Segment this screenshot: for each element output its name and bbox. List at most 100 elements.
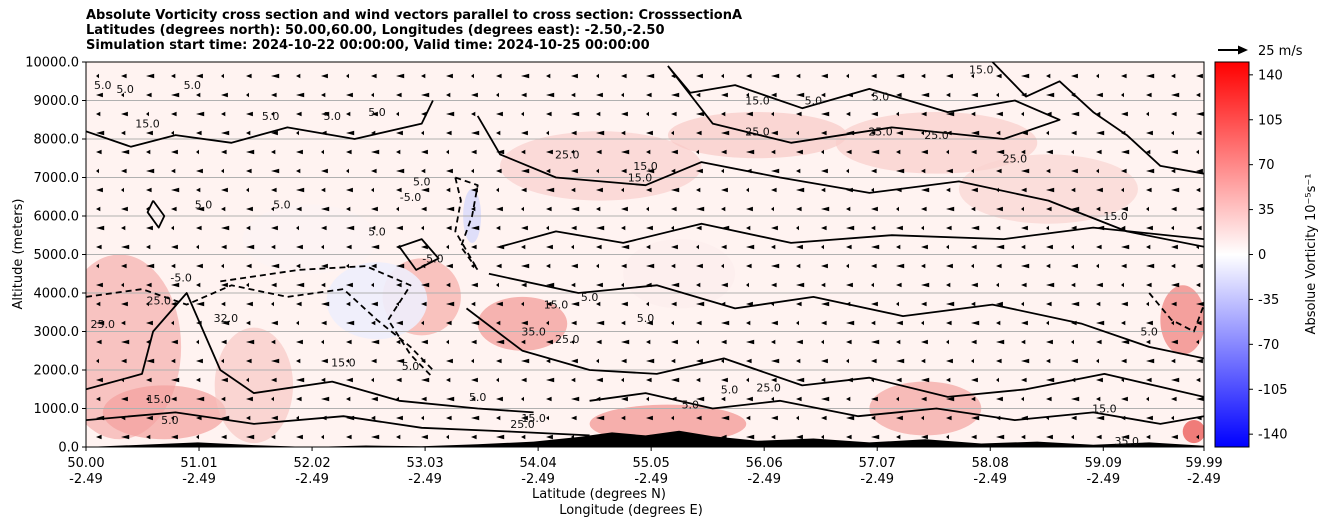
contour-label: -5.0 <box>422 252 443 265</box>
wind-arrow <box>671 111 677 117</box>
wind-arrow <box>621 130 626 136</box>
wind-arrow <box>771 92 777 98</box>
contour-label: 35.0 <box>521 326 546 339</box>
wind-arrow <box>1071 339 1074 345</box>
wind-arrow <box>1146 206 1149 212</box>
wind-arrow <box>621 339 630 345</box>
contour-label: 25.0 <box>1003 152 1028 165</box>
wind-arrow <box>396 434 401 440</box>
wind-arrow <box>696 320 702 326</box>
wind-arrow <box>521 377 527 383</box>
y-tick-label: 9000.0 <box>34 94 80 109</box>
wind-arrow <box>346 339 352 345</box>
wind-arrow <box>621 415 626 421</box>
wind-arrow <box>371 225 376 231</box>
wind-arrow <box>896 111 899 117</box>
wind-arrow <box>246 434 255 440</box>
wind-arrow <box>196 396 205 402</box>
y-tick-label: 7000.0 <box>34 171 80 186</box>
wind-arrow <box>1021 73 1030 79</box>
wind-arrow <box>371 206 378 212</box>
wind-arrow <box>346 111 351 117</box>
wind-arrow <box>121 73 127 79</box>
wind-arrow <box>421 92 430 98</box>
wind-arrow <box>546 73 551 79</box>
x-axis-label-latitude: Latitude (degrees N) <box>532 487 666 502</box>
wind-arrow <box>146 111 149 117</box>
wind-arrow <box>321 244 324 250</box>
wind-arrow <box>346 396 351 402</box>
wind-arrow <box>671 92 680 98</box>
contour-line <box>465 307 1204 398</box>
wind-arrow <box>1096 377 1103 383</box>
wind-arrow <box>346 434 352 440</box>
wind-arrow <box>771 73 780 79</box>
wind-arrow <box>696 396 705 402</box>
wind-arrow <box>446 263 453 269</box>
wind-arrow <box>921 301 927 307</box>
wind-arrow <box>1171 434 1178 440</box>
wind-arrow <box>1021 92 1027 98</box>
wind-arrow <box>971 263 974 269</box>
wind-arrow <box>921 434 928 440</box>
wind-arrow <box>671 358 676 364</box>
wind-arrow <box>146 225 153 231</box>
wind-arrow <box>796 301 802 307</box>
wind-arrow <box>596 282 603 288</box>
wind-arrow <box>1046 301 1052 307</box>
wind-arrow <box>1021 130 1028 136</box>
wind-arrow <box>196 415 202 421</box>
vorticity-region <box>589 404 747 444</box>
wind-arrow <box>496 225 501 231</box>
wind-arrow <box>521 263 530 269</box>
wind-arrow <box>1096 434 1102 440</box>
wind-arrow <box>421 225 424 231</box>
wind-arrow <box>271 187 277 193</box>
wind-arrow <box>996 339 1005 345</box>
wind-arrow <box>696 149 699 155</box>
wind-arrow <box>371 168 377 174</box>
wind-arrow <box>746 149 755 155</box>
wind-arrow <box>396 130 403 136</box>
wind-arrow <box>96 282 103 288</box>
wind-arrow <box>746 225 751 231</box>
vorticity-region <box>242 204 377 274</box>
wind-arrow <box>221 92 228 98</box>
wind-arrow <box>121 358 127 364</box>
wind-arrow <box>171 206 177 212</box>
wind-arrow <box>596 263 599 269</box>
wind-arrow <box>421 168 426 174</box>
colorbar-gradient <box>1214 61 1250 448</box>
wind-arrow <box>796 206 802 212</box>
wind-arrow <box>146 377 152 383</box>
wind-arrow <box>871 187 874 193</box>
wind-arrow <box>596 377 603 383</box>
wind-arrow <box>546 339 553 345</box>
wind-arrow <box>321 415 327 421</box>
wind-arrow <box>521 415 528 421</box>
wind-arrow <box>646 225 653 231</box>
wind-arrow <box>671 339 678 345</box>
wind-arrow <box>771 301 774 307</box>
wind-arrow <box>971 415 980 421</box>
wind-arrow <box>196 320 202 326</box>
wind-arrow <box>846 225 855 231</box>
wind-arrow <box>1196 111 1204 117</box>
wind-arrow <box>346 244 352 250</box>
wind-arrow <box>621 111 628 117</box>
wind-arrow <box>1146 358 1155 364</box>
wind-arrow <box>1196 149 1199 155</box>
wind-arrow <box>221 206 226 212</box>
wind-arrow <box>1096 415 1105 421</box>
wind-arrow <box>946 377 951 383</box>
wind-arrow <box>1196 377 1201 383</box>
wind-arrow <box>771 130 778 136</box>
wind-arrow <box>221 149 227 155</box>
wind-arrow <box>521 206 524 212</box>
wind-arrow <box>396 377 402 383</box>
wind-arrow <box>871 320 876 326</box>
wind-arrow <box>596 168 599 174</box>
wind-arrow <box>546 149 553 155</box>
wind-arrow <box>971 301 976 307</box>
x-tick-label-longitude: -2.49 <box>182 472 216 487</box>
